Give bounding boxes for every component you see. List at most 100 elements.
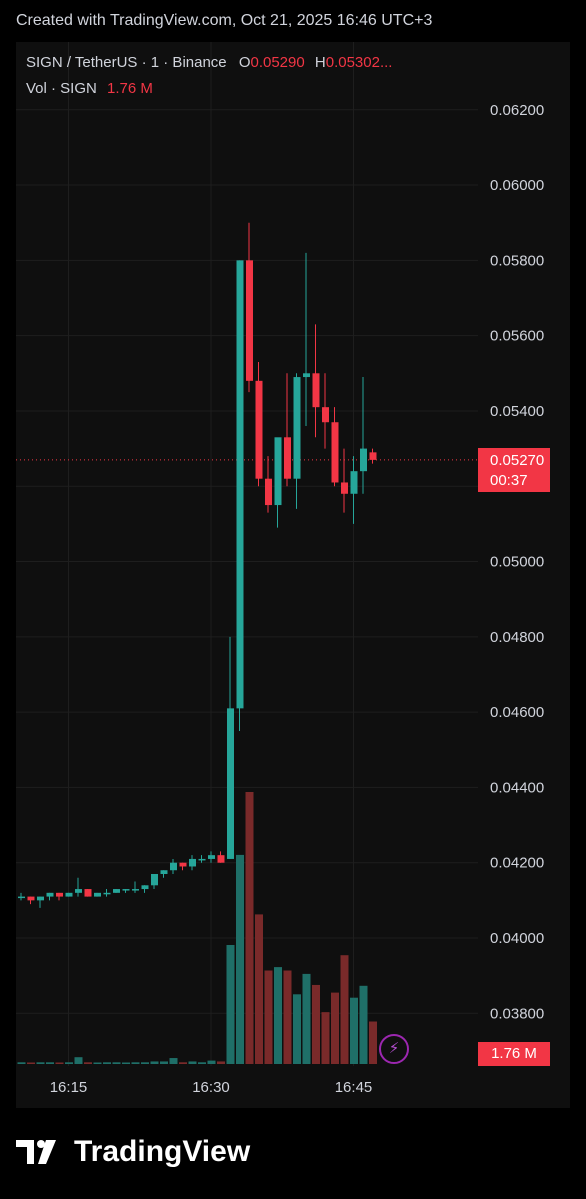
candle-body xyxy=(293,377,301,479)
y-tick-label: 0.05000 xyxy=(490,554,544,571)
volume-tag: 1.76 M xyxy=(478,1042,550,1066)
candle-body xyxy=(217,855,225,863)
candle-body xyxy=(103,892,111,895)
volume-bar xyxy=(188,1061,197,1064)
candle-body xyxy=(27,896,35,901)
candle-body xyxy=(189,858,196,867)
symbol-label: SIGN / TetherUS · 1 · Binance xyxy=(26,54,227,71)
candles xyxy=(18,222,377,908)
volume-bar xyxy=(141,1062,149,1064)
volume-bar xyxy=(131,1062,140,1064)
volume-bar xyxy=(302,973,311,1064)
volume-bar xyxy=(321,1012,330,1064)
candle-body xyxy=(75,889,82,893)
candle-body xyxy=(369,452,377,460)
candle-body xyxy=(84,889,92,897)
candle-body xyxy=(18,896,25,899)
tradingview-brand[interactable]: TradingView xyxy=(16,1135,250,1169)
candle-body xyxy=(198,858,206,861)
volume-bar xyxy=(36,1062,45,1064)
y-tick-label: 0.06000 xyxy=(490,177,544,194)
candle-body xyxy=(331,422,339,483)
volume-bar xyxy=(207,1060,216,1064)
volume-bar xyxy=(169,1058,178,1064)
candle-body xyxy=(303,373,310,378)
volume-bar xyxy=(245,792,254,1064)
candle-body xyxy=(255,380,263,479)
volume-bar xyxy=(293,994,301,1064)
volume-bar xyxy=(55,1062,64,1064)
candle-body xyxy=(208,855,215,859)
y-tick-label: 0.03800 xyxy=(490,1005,544,1022)
volume-bar xyxy=(264,970,273,1064)
volume-bar xyxy=(179,1062,187,1064)
last-price: 0.05270 xyxy=(490,451,545,469)
volume-bar xyxy=(340,955,349,1064)
candle-body xyxy=(141,885,149,890)
high-value: 0.05302... xyxy=(325,54,393,71)
volume-bar xyxy=(217,1061,225,1064)
high-label: H xyxy=(314,54,326,71)
candle-body xyxy=(113,889,120,893)
price-chart[interactable]: 0.06200 0.06000 0.05800 0.05600 0.05400 0.052… xyxy=(16,42,570,1108)
y-tick-label: 0.05600 xyxy=(490,328,544,345)
y-tick-label: 0.05800 xyxy=(490,252,544,269)
candle-body xyxy=(360,448,367,472)
y-tick-label: 0.04000 xyxy=(490,930,544,947)
x-tick-label: 16:30 xyxy=(192,1079,230,1096)
volume-bars xyxy=(17,792,377,1064)
candle-body xyxy=(274,437,282,506)
volume-bar xyxy=(103,1062,111,1064)
volume-bar xyxy=(84,1062,92,1064)
watermark: Created with TradingView.com, Oct 21, 20… xyxy=(16,12,433,29)
candle-body xyxy=(46,892,54,897)
y-tick-label: 0.06200 xyxy=(490,102,544,119)
candle-body xyxy=(132,889,139,891)
candle-body xyxy=(350,471,358,494)
candle-body xyxy=(265,478,272,506)
candle-body xyxy=(94,892,101,897)
volume-bar xyxy=(350,997,358,1064)
volume-bar xyxy=(112,1062,121,1064)
candle-body xyxy=(236,260,244,709)
candle-body xyxy=(246,260,253,381)
tradingview-logo xyxy=(16,1136,64,1168)
volume-bar xyxy=(74,1057,83,1064)
lightning-icon[interactable]: ⚡︎ xyxy=(379,1034,409,1064)
volume-bar xyxy=(93,1062,102,1064)
symbol-legend[interactable]: SIGN / TetherUS · 1 · Binance O0.05290 H… xyxy=(26,54,392,71)
x-tick-label: 16:45 xyxy=(335,1079,373,1096)
volume-bar xyxy=(312,984,320,1064)
candle-body xyxy=(151,874,158,886)
candle-body xyxy=(179,862,187,867)
open-label: O xyxy=(238,54,251,71)
brand-name: TradingView xyxy=(74,1135,251,1168)
x-tick-label: 16:15 xyxy=(50,1079,88,1096)
volume-bar xyxy=(198,1062,206,1064)
volume-bar xyxy=(17,1062,26,1064)
volume-value: 1.76 M xyxy=(107,80,153,97)
x-axis: 16:15 16:30 16:45 xyxy=(50,1079,373,1096)
y-axis: 0.06200 0.06000 0.05800 0.05600 0.05400 0.052… xyxy=(490,102,544,1023)
volume-bar xyxy=(65,1062,73,1064)
volume-bar xyxy=(283,970,292,1064)
volume-bar xyxy=(27,1062,35,1064)
y-tick-label: 0.05400 xyxy=(490,403,544,420)
chart-panel[interactable]: 0.06200 0.06000 0.05800 0.05600 0.05400 0.052… xyxy=(16,42,570,1108)
last-price-tag: 0.05270 00:37 xyxy=(478,447,550,492)
candle-body xyxy=(65,892,73,897)
volume-bar xyxy=(331,992,339,1064)
volume-bar xyxy=(122,1062,130,1064)
y-tick-label: 0.04400 xyxy=(490,779,544,796)
y-tick-label: 0.04800 xyxy=(490,629,544,646)
candle-body xyxy=(284,437,291,479)
candle-body xyxy=(160,870,168,874)
bar-countdown: 00:37 xyxy=(490,471,528,489)
candle-body xyxy=(312,373,320,408)
volume-bar xyxy=(46,1062,54,1064)
volume-legend[interactable]: Vol · SIGN 1.76 M xyxy=(26,80,153,97)
candle-body xyxy=(37,896,44,901)
volume-bar xyxy=(369,1021,377,1064)
y-tick-label: 0.04600 xyxy=(490,704,544,721)
y-tick-label: 0.04200 xyxy=(490,855,544,872)
